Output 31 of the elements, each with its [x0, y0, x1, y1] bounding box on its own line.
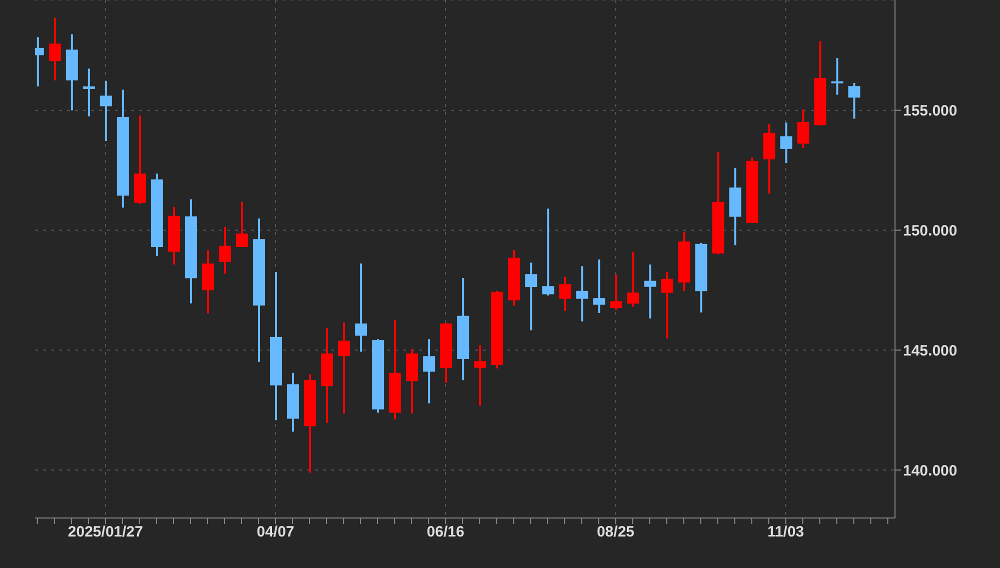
- candlestick: [848, 82, 860, 120]
- x-tick-label: 2025/01/27: [68, 524, 143, 541]
- candlestick: [474, 344, 486, 407]
- candlestick: [644, 264, 656, 320]
- candlestick: [627, 250, 640, 308]
- candlestick: [338, 322, 350, 414]
- x-tick-label: 04/07: [256, 524, 294, 541]
- candlestick: [661, 270, 674, 340]
- candlestick: [48, 16, 61, 82]
- candlestick: [423, 338, 436, 404]
- candlestick: [218, 226, 231, 275]
- y-tick-label: 140.000: [903, 462, 958, 480]
- candlestick: [576, 265, 588, 322]
- candlestick: [355, 262, 368, 353]
- candlestick: [797, 108, 810, 149]
- candlestick: [100, 80, 112, 142]
- x-tick-label: 11/03: [767, 524, 804, 541]
- y-tick-label: 145.000: [903, 342, 958, 360]
- candlestick: [82, 68, 95, 118]
- candlestick: [593, 258, 606, 314]
- candlestick: [610, 274, 622, 312]
- x-tick-label: 06/16: [426, 524, 464, 541]
- candlestick: [542, 208, 554, 296]
- candlestick: [780, 122, 792, 164]
- y-tick-label: 155.000: [903, 102, 958, 120]
- candlestick: [559, 276, 572, 312]
- candlestick: [525, 262, 538, 332]
- candlestick: [236, 200, 248, 248]
- x-tick-label: 08/25: [596, 524, 634, 541]
- candlestick: [831, 57, 844, 96]
- y-tick-label: 150.000: [903, 222, 958, 240]
